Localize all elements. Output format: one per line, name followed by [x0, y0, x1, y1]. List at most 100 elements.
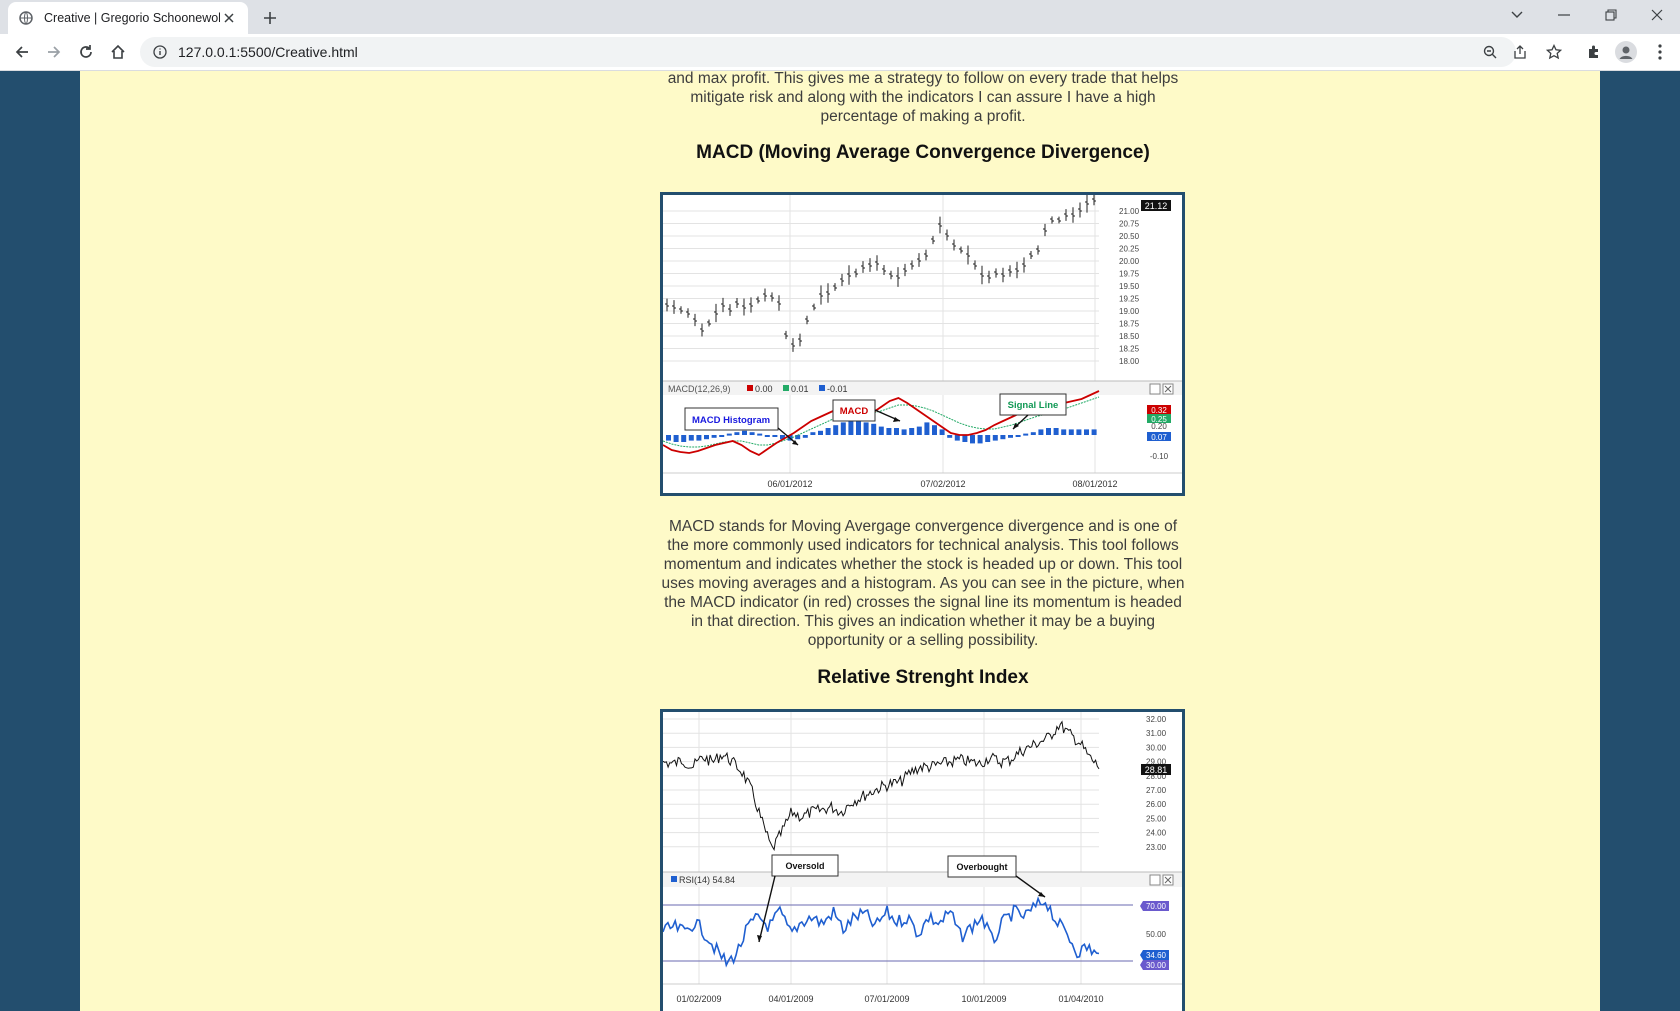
rsi-upper-tick: 70.00	[1146, 902, 1167, 911]
histogram-bar	[833, 425, 839, 435]
rsi-chart-image: 32.00 31.00 30.00 29.00 28.00 27.00 26.00 25.00…	[660, 709, 1185, 1011]
macd-price-tick: 19.75	[1119, 270, 1140, 279]
rsi-date-4: 10/01/2009	[961, 994, 1006, 1004]
histogram-bar	[1030, 432, 1036, 435]
histogram-bar	[696, 435, 702, 441]
rsi-price-tick: 25.00	[1146, 814, 1167, 823]
histogram-bar	[795, 435, 801, 440]
site-info-icon[interactable]	[152, 44, 168, 60]
macd-right-hist: 0.07	[1151, 433, 1167, 442]
histogram-bar	[711, 435, 717, 438]
zoom-icon[interactable]	[1476, 37, 1504, 67]
rsi-price-tick: 30.00	[1146, 743, 1167, 752]
histogram-bar	[954, 435, 960, 441]
histogram-bar	[704, 435, 709, 440]
close-tab-icon[interactable]	[220, 9, 238, 27]
histogram-bar	[1008, 435, 1013, 438]
rsi-chart-svg: 32.00 31.00 30.00 29.00 28.00 27.00 26.00 25.00…	[663, 712, 1182, 1011]
home-icon[interactable]	[104, 38, 132, 66]
rsi-price-tick: 29.00	[1146, 758, 1167, 767]
histogram-bar	[871, 423, 877, 435]
histogram-bar	[802, 435, 808, 438]
address-bar[interactable]: 127.0.0.1:5500/Creative.html	[140, 37, 1526, 67]
histogram-bar	[848, 421, 854, 435]
reload-icon[interactable]	[72, 38, 100, 66]
histogram-bar	[673, 435, 679, 442]
macd-date-3: 08/01/2012	[1072, 479, 1117, 489]
macd-histogram-callout: MACD Histogram	[692, 415, 770, 426]
histogram-bar	[734, 432, 740, 435]
new-tab-icon[interactable]	[258, 6, 282, 30]
macd-legend-name: MACD(12,26,9)	[668, 384, 731, 394]
histogram-bar	[757, 433, 763, 436]
macd-heading: MACD (Moving Average Convergence Diverge…	[696, 142, 1150, 163]
histogram-bar	[666, 435, 671, 441]
close-window-icon[interactable]	[1634, 0, 1680, 30]
macd-price-tick: 20.00	[1119, 257, 1140, 266]
histogram-bar	[719, 435, 725, 437]
rsi-mid-tick: 50.00	[1146, 930, 1167, 939]
macd-price-tick: 20.25	[1119, 245, 1140, 254]
histogram-bar	[886, 428, 892, 435]
page-viewport: and max profit. This gives me a strategy…	[0, 71, 1680, 1011]
macd-price-tick: 18.25	[1119, 345, 1140, 354]
macd-date-2: 07/02/2012	[920, 479, 965, 489]
profile-avatar-icon[interactable]	[1612, 38, 1640, 66]
histogram-bar	[1068, 429, 1074, 435]
histogram-bar	[985, 435, 991, 442]
restore-icon[interactable]	[1588, 0, 1634, 30]
rsi-price-tick: 28.00	[1146, 772, 1167, 781]
histogram-bar	[1061, 429, 1067, 435]
tab-search-icon[interactable]	[1494, 0, 1540, 30]
bookmark-star-icon[interactable]	[1540, 38, 1568, 66]
macd-right-low: -0.10	[1150, 452, 1169, 461]
macd-price-tick: 21.00	[1119, 207, 1140, 216]
macd-legend-v2: 0.01	[791, 384, 809, 394]
back-icon[interactable]	[8, 38, 36, 66]
histogram-bar	[1076, 429, 1082, 435]
histogram-bar	[1038, 429, 1044, 435]
rsi-price-tick: 26.00	[1146, 800, 1167, 809]
histogram-bar	[818, 430, 823, 435]
histogram-bar	[1084, 429, 1089, 435]
histogram-bar	[970, 435, 975, 444]
macd-price-tick: 20.50	[1119, 232, 1140, 241]
menu-kebab-icon[interactable]	[1646, 38, 1674, 66]
rsi-date-5: 01/04/2010	[1058, 994, 1103, 1004]
rsi-price-tick: 32.00	[1146, 715, 1167, 724]
macd-chart-svg: 21.00 20.75 20.50 20.25 20.00 19.75 19.50 19.25…	[663, 195, 1182, 493]
histogram-bar	[894, 428, 899, 435]
histogram-bar	[1046, 428, 1051, 435]
histogram-bar	[749, 432, 755, 435]
extensions-icon[interactable]	[1580, 38, 1608, 66]
macd-date-1: 06/01/2012	[767, 479, 812, 489]
histogram-bar	[977, 435, 983, 444]
rsi-date-3: 07/01/2009	[864, 994, 909, 1004]
histogram-bar	[681, 435, 687, 442]
oversold-callout: Oversold	[785, 861, 824, 871]
histogram-bar	[992, 435, 998, 441]
macd-chart-image: 21.00 20.75 20.50 20.25 20.00 19.75 19.50 19.25…	[660, 192, 1185, 496]
histogram-bar	[962, 435, 968, 442]
url-text: 127.0.0.1:5500/Creative.html	[178, 44, 358, 60]
macd-line-callout: MACD	[840, 406, 869, 417]
minimize-icon[interactable]	[1541, 0, 1587, 30]
histogram-bar	[916, 426, 922, 435]
macd-price-tick: 18.75	[1119, 320, 1140, 329]
histogram-bar	[863, 422, 869, 435]
browser-toolbar: 127.0.0.1:5500/Creative.html	[0, 34, 1680, 71]
histogram-bar	[1053, 428, 1059, 435]
macd-price-tick: 19.25	[1119, 295, 1140, 304]
tab-title: Creative | Gregorio Schoonewolff	[44, 11, 220, 25]
browser-tab[interactable]: Creative | Gregorio Schoonewolff	[8, 2, 248, 34]
forward-icon[interactable]	[40, 38, 68, 66]
histogram-bar	[947, 435, 953, 438]
content-panel: and max profit. This gives me a strategy…	[80, 71, 1600, 1011]
rsi-value-tick: 34.60	[1146, 951, 1167, 960]
tab-strip: Creative | Gregorio Schoonewolff	[0, 0, 1680, 34]
macd-legend-v1: 0.00	[755, 384, 773, 394]
share-icon[interactable]	[1506, 37, 1534, 67]
macd-legend-v3: -0.01	[827, 384, 848, 394]
macd-right-zero: 0.20	[1151, 422, 1167, 431]
rsi-last-price: 28.81	[1145, 765, 1168, 775]
